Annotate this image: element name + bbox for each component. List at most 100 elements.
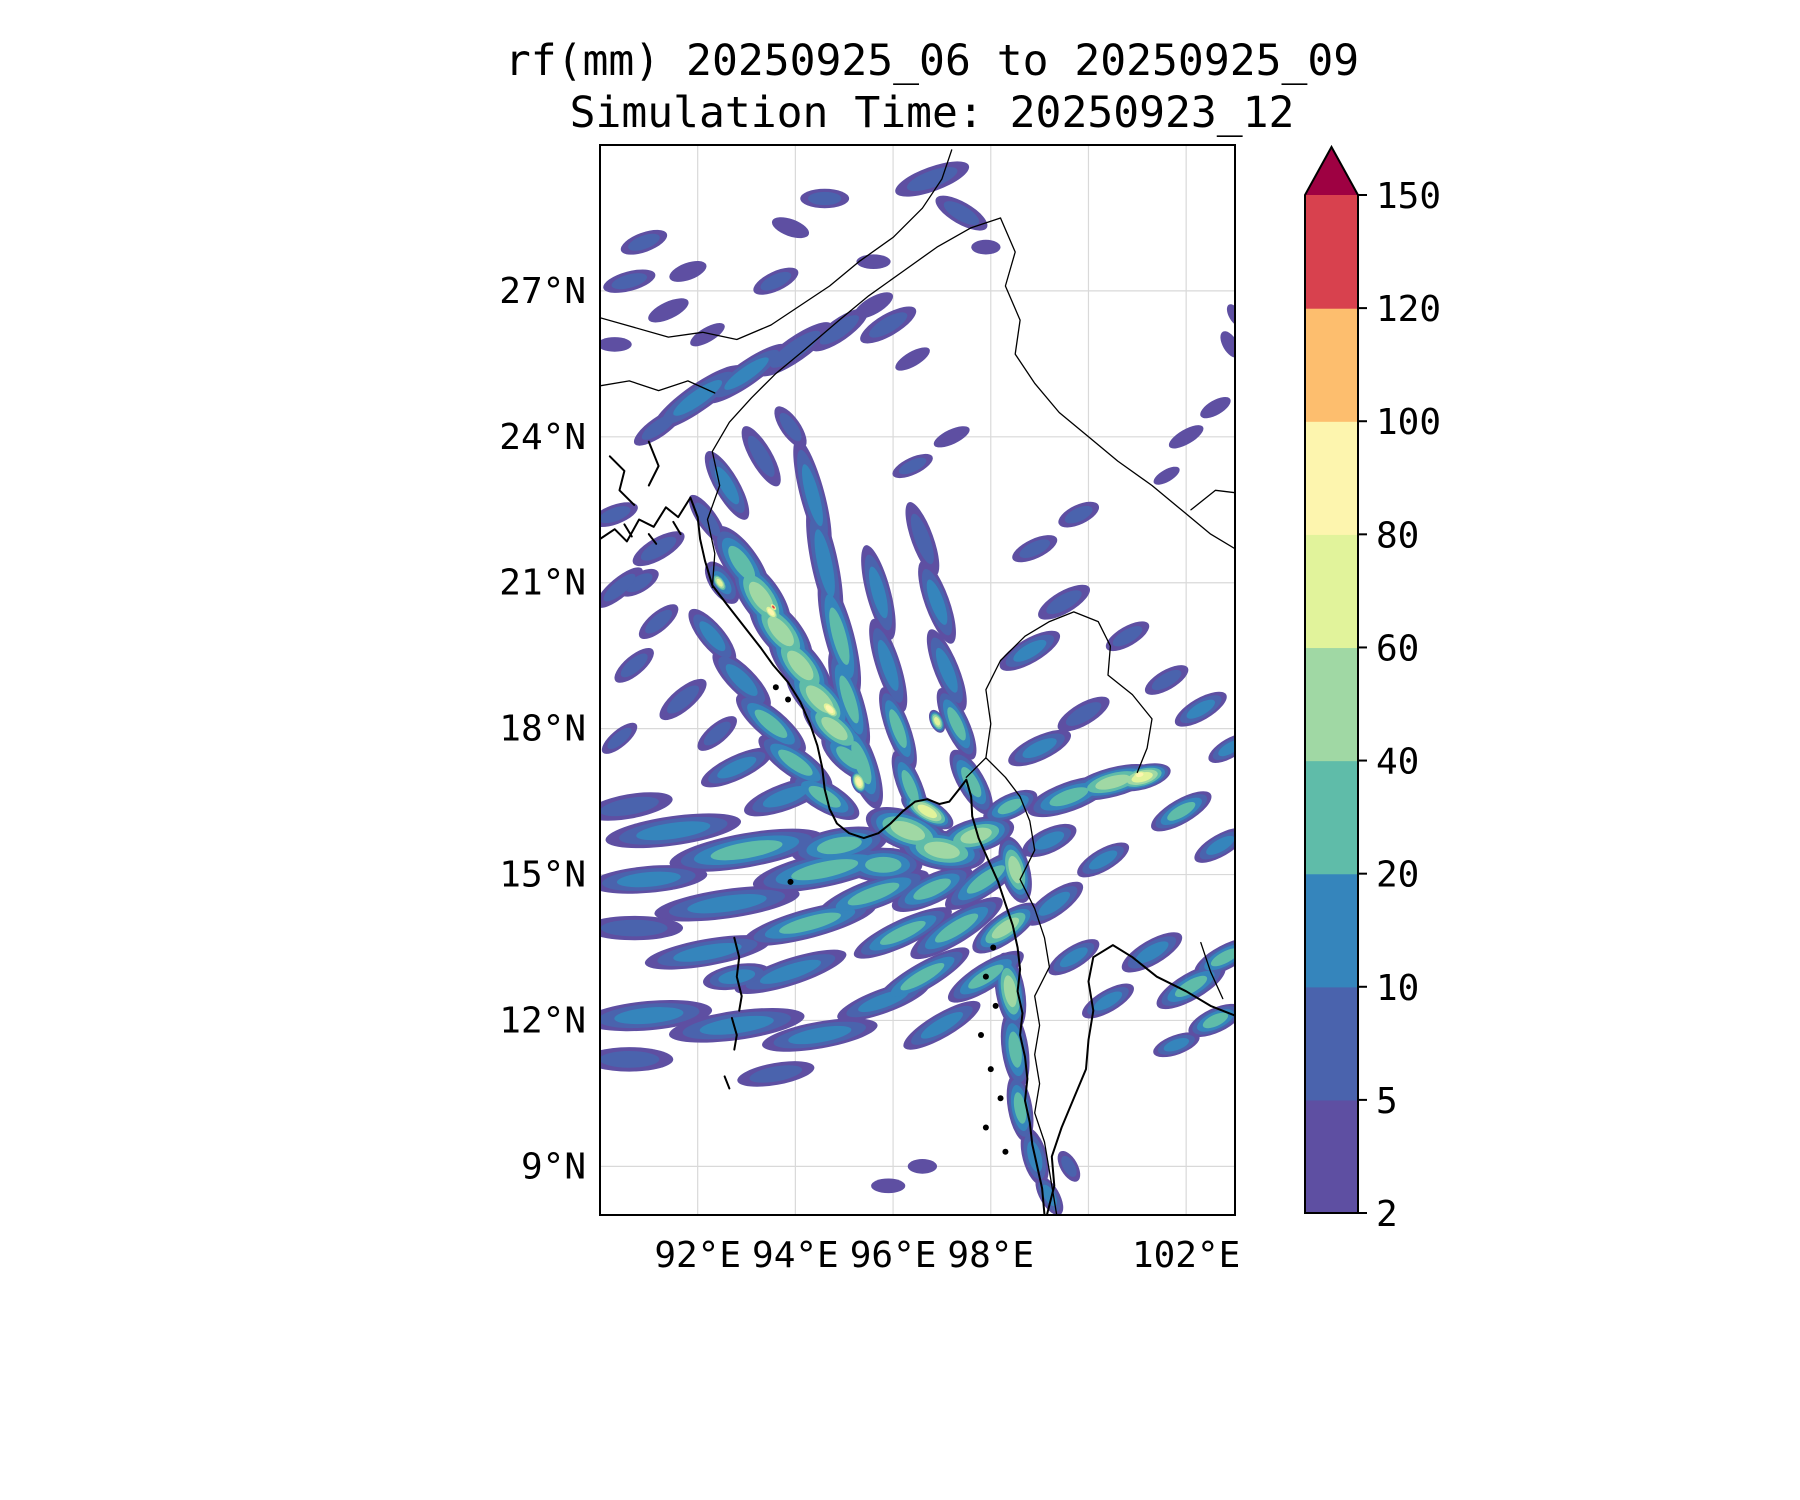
rain-cell (1135, 941, 1169, 964)
rain-cell (1202, 1012, 1229, 1029)
rain-cell (716, 578, 723, 587)
rain-cell (895, 347, 930, 371)
figure-title: rf(mm) 20250925_06 to 20250925_09 (504, 36, 1360, 86)
rain-cell (767, 616, 794, 647)
rain-cell (1061, 1155, 1077, 1177)
rain-cell (603, 573, 636, 602)
rain-cell (819, 315, 859, 345)
rain-cell (703, 721, 731, 746)
rain-cell (771, 217, 810, 239)
colorbar-segment (1305, 760, 1358, 875)
colorbar-segment (1305, 647, 1358, 762)
rain-cell (611, 273, 648, 290)
rain-cell (648, 298, 689, 323)
rain-cell (821, 716, 848, 741)
rain-cell (1064, 505, 1093, 524)
rain-cell (1112, 626, 1143, 647)
rain-cell (1046, 590, 1082, 615)
rain-cell (748, 581, 774, 613)
colorbar-tick-label: 10 (1376, 968, 1419, 1009)
rain-cell (1003, 975, 1017, 1008)
colorbar-segment (1305, 1099, 1358, 1214)
rain-cell (1088, 850, 1118, 870)
rain-cell (847, 882, 900, 906)
colorbar-tick-label: 2 (1376, 1194, 1398, 1235)
rain-cell (839, 675, 859, 724)
rain-cell (856, 254, 891, 270)
x-tick-label: 96°E (850, 1235, 937, 1276)
rain-cell (971, 239, 1001, 255)
rain-cell (889, 709, 907, 749)
rain-cell (868, 566, 888, 619)
rain-cell (935, 913, 979, 943)
rain-cell (687, 894, 767, 914)
rain-cell (779, 912, 841, 934)
rain-cell (1168, 425, 1204, 449)
rain-cell (614, 1007, 684, 1025)
rain-cell (724, 357, 769, 390)
colorbar-over-arrow (1305, 147, 1358, 195)
rain-cell (1065, 702, 1102, 726)
rain-cell (1218, 739, 1235, 757)
colorbar-segment (1305, 421, 1358, 535)
rain-cell (816, 836, 862, 855)
coastline (608, 455, 636, 506)
colorbar-tick-label: 80 (1376, 515, 1419, 556)
y-tick-label: 27°N (499, 271, 586, 312)
rain-cell (924, 841, 960, 859)
rain-cell (772, 605, 775, 609)
y-tick-label: 15°N (499, 855, 586, 896)
rain-cell (898, 457, 927, 475)
y-tick-label: 21°N (499, 563, 586, 604)
rain-cell (640, 536, 677, 561)
island (987, 1066, 994, 1073)
rain-cell (1059, 947, 1088, 968)
rain-cell (778, 749, 813, 776)
rain-cell (890, 820, 925, 841)
rain-cell (877, 639, 899, 691)
rain-cell (1008, 855, 1023, 884)
rain-cell (1151, 669, 1182, 691)
rain-cell (961, 767, 982, 798)
rain-cell (901, 769, 919, 805)
island (982, 1124, 989, 1131)
rain-cell (1206, 835, 1235, 855)
coastline (733, 936, 743, 1012)
rain-cell (669, 261, 707, 282)
rain-cell (907, 1159, 938, 1174)
rain-cell (607, 727, 632, 750)
rain-cell (1034, 831, 1065, 850)
rain-cell (1163, 1037, 1190, 1052)
rain-cell (699, 621, 726, 652)
colorbar-segment (1305, 195, 1358, 309)
colorbar-tick-label: 5 (1376, 1081, 1398, 1122)
rain-cell (759, 959, 822, 984)
colorbar-tick-label: 150 (1376, 176, 1441, 217)
rain-cell (917, 804, 938, 819)
rain-cell (788, 1025, 852, 1045)
border-line (965, 757, 1058, 1215)
colorbar-segment (1305, 873, 1358, 988)
rain-cell (770, 330, 821, 368)
rain-cell (829, 607, 850, 665)
border-line (1200, 941, 1224, 1000)
rain-cell (913, 878, 951, 900)
rain-cell (600, 337, 632, 352)
colorbar-tick-label: 120 (1376, 289, 1441, 330)
rain-cell (997, 798, 1023, 815)
rain-cell (717, 756, 757, 779)
x-tick-label: 98°E (947, 1235, 1034, 1276)
island (785, 696, 792, 703)
coastline (623, 523, 633, 538)
rain-cell (710, 840, 783, 861)
rain-cell (1186, 699, 1215, 719)
map-area (600, 145, 1235, 1215)
rain-cell (933, 426, 970, 448)
island (1002, 1148, 1009, 1155)
island (982, 973, 989, 980)
island (992, 1002, 999, 1009)
rain-cell (1093, 991, 1123, 1011)
island (787, 878, 794, 885)
rain-cell (690, 323, 725, 347)
